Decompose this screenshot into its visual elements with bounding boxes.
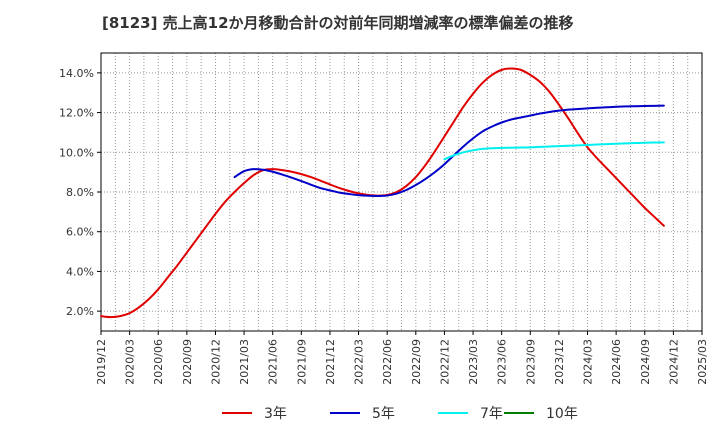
x-tick-label: 2021/09 <box>295 339 308 385</box>
series-layer <box>100 67 665 319</box>
y-tick-label: 6.0% <box>66 226 94 239</box>
x-tick-label: 2025/03 <box>696 339 709 385</box>
series-line-1 <box>233 104 665 197</box>
y-tick-label: 2.0% <box>66 305 94 318</box>
series-line-0 <box>100 67 665 319</box>
y-tick-label: 4.0% <box>66 265 94 278</box>
x-tick-label: 2024/09 <box>639 339 652 385</box>
x-tick-label: 2024/03 <box>582 339 595 385</box>
x-tick-label: 2022/06 <box>381 339 394 385</box>
x-tick-label: 2024/12 <box>667 339 680 385</box>
legend-label-0: 3年 <box>264 406 287 422</box>
x-tick-label: 2022/09 <box>410 339 423 385</box>
legend-label-3: 10年 <box>546 406 578 422</box>
legend-label-2: 7年 <box>480 406 503 422</box>
x-tick-label: 2023/09 <box>524 339 537 385</box>
chart-title: [8123] 売上高12か月移動合計の対前年同期増減率の標準偏差の推移 <box>102 14 574 32</box>
y-tick-label: 12.0% <box>59 107 94 120</box>
x-tick-label: 2022/03 <box>353 339 366 385</box>
legend-label-1: 5年 <box>372 406 395 422</box>
x-tick-label: 2021/06 <box>267 339 280 385</box>
x-tick-label: 2024/06 <box>610 339 623 385</box>
x-tick-label: 2021/03 <box>238 339 251 385</box>
x-tick-label: 2020/03 <box>124 339 137 385</box>
x-tick-label: 2023/06 <box>496 339 509 385</box>
y-tick-label: 8.0% <box>66 186 94 199</box>
x-tick-label: 2022/12 <box>438 339 451 385</box>
y-tick-label: 10.0% <box>59 146 94 159</box>
x-tick-label: 2023/12 <box>553 339 566 385</box>
x-tick-label: 2023/03 <box>467 339 480 385</box>
x-tick-label: 2021/12 <box>324 339 337 385</box>
x-tick-label: 2019/12 <box>95 339 108 385</box>
x-tick-label: 2020/12 <box>209 339 222 385</box>
x-axis: 2019/12 2020/03 2020/06 2020/09 2020/12 2021/… <box>95 331 709 385</box>
x-tick-label: 2020/06 <box>152 339 165 385</box>
y-tick-label: 14.0% <box>59 67 94 80</box>
y-axis: 2.0% 4.0% 6.0% 8.0% 10.0% 12.0% 14.0% <box>59 67 101 318</box>
x-tick-label: 2020/09 <box>181 339 194 385</box>
series-line-2 <box>443 141 665 161</box>
legend: 3年 5年 7年 10年 <box>222 406 578 422</box>
